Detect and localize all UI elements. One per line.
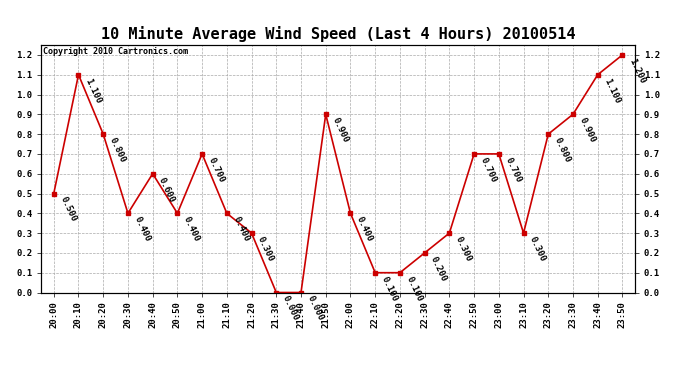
Text: 0.900: 0.900 <box>578 116 597 144</box>
Text: 0.200: 0.200 <box>429 255 448 283</box>
Text: 0.100: 0.100 <box>404 274 424 303</box>
Text: 1.100: 1.100 <box>602 76 622 105</box>
Text: 0.000: 0.000 <box>281 294 300 322</box>
Text: 0.000: 0.000 <box>306 294 325 322</box>
Text: 0.300: 0.300 <box>256 235 275 263</box>
Text: 0.900: 0.900 <box>331 116 350 144</box>
Text: 0.400: 0.400 <box>182 215 201 243</box>
Text: 0.700: 0.700 <box>479 156 498 184</box>
Text: 1.200: 1.200 <box>627 57 647 85</box>
Title: 10 Minute Average Wind Speed (Last 4 Hours) 20100514: 10 Minute Average Wind Speed (Last 4 Hou… <box>101 27 575 42</box>
Text: 0.400: 0.400 <box>231 215 250 243</box>
Text: 1.100: 1.100 <box>83 76 102 105</box>
Text: 0.300: 0.300 <box>528 235 547 263</box>
Text: 0.400: 0.400 <box>132 215 152 243</box>
Text: 0.100: 0.100 <box>380 274 399 303</box>
Text: 0.500: 0.500 <box>58 195 78 223</box>
Text: 0.400: 0.400 <box>355 215 375 243</box>
Text: 0.700: 0.700 <box>206 156 226 184</box>
Text: 0.800: 0.800 <box>553 136 572 164</box>
Text: 0.700: 0.700 <box>503 156 523 184</box>
Text: 0.300: 0.300 <box>454 235 473 263</box>
Text: Copyright 2010 Cartronics.com: Copyright 2010 Cartronics.com <box>43 48 188 57</box>
Text: 0.600: 0.600 <box>157 176 177 204</box>
Text: 0.800: 0.800 <box>108 136 127 164</box>
